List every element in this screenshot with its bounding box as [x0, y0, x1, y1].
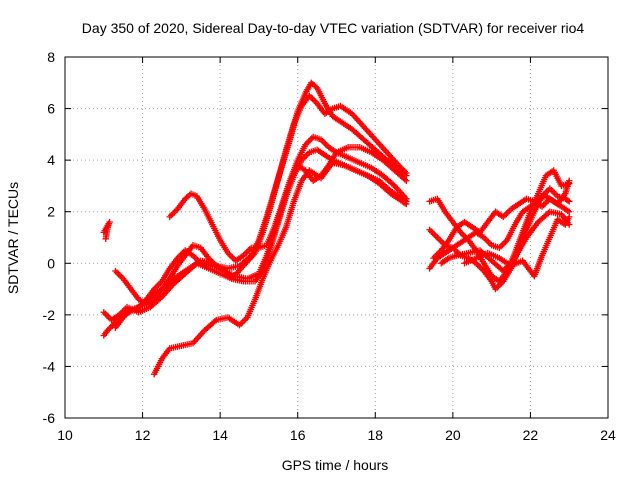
data-point [102, 310, 109, 318]
data-point [548, 186, 555, 194]
x-tick-label: 24 [600, 427, 616, 443]
y-tick-label: 0 [47, 255, 55, 271]
data-point [403, 198, 410, 205]
series-track-l [100, 218, 113, 242]
y-tick-label: 6 [47, 101, 55, 117]
data-point [243, 249, 250, 256]
data-point [495, 282, 502, 290]
x-tick-label: 16 [290, 427, 306, 443]
data-point [476, 263, 483, 270]
data-point [403, 177, 410, 184]
data-point [322, 140, 329, 148]
data-point [429, 229, 436, 237]
data-point [303, 152, 310, 159]
data-point [168, 212, 175, 219]
data-point [211, 318, 219, 325]
y-tick-label: 8 [47, 49, 55, 65]
data-point [540, 201, 547, 209]
data-point [115, 270, 122, 278]
data-point [426, 226, 433, 233]
plot-frame [64, 56, 609, 419]
x-tick-label: 18 [367, 427, 383, 443]
data-point [116, 272, 124, 279]
data-point [100, 229, 107, 236]
data-point [103, 312, 111, 319]
data-point [566, 213, 573, 221]
series-track-e [166, 144, 410, 264]
x-tick-label: 14 [212, 427, 228, 443]
data-point [427, 228, 435, 235]
data-point [432, 232, 439, 240]
data-point [497, 243, 505, 250]
data-point [403, 169, 410, 177]
data-point [312, 83, 319, 90]
x-tick-label: 20 [445, 427, 461, 443]
data-point [113, 269, 121, 276]
data-point [504, 209, 512, 216]
series-track-d [112, 92, 410, 331]
y-axis-label: SDTVAR / TECUs [5, 182, 21, 294]
chart-title: Day 350 of 2020, Sidereal Day-to-day VTE… [82, 20, 585, 36]
data-point [437, 237, 444, 244]
data-point [320, 139, 328, 146]
x-tick-label: 22 [523, 427, 539, 443]
data-point [237, 320, 245, 327]
data-point [227, 252, 235, 260]
data-point [401, 176, 409, 183]
series-track-f [151, 159, 410, 378]
data-point [546, 185, 554, 192]
data-point [431, 231, 438, 238]
data-point [485, 238, 492, 246]
data-point [566, 177, 573, 184]
data-point [390, 181, 397, 188]
y-tick-label: 2 [47, 204, 55, 220]
data-point [566, 198, 573, 205]
x-tick-label: 10 [57, 427, 73, 443]
data-point [166, 213, 173, 221]
data-point [309, 95, 316, 102]
data-point [549, 188, 557, 195]
data-point [112, 267, 119, 275]
data-point [551, 189, 558, 197]
data-point [305, 138, 312, 145]
x-axis-label: GPS time / hours [282, 457, 389, 473]
y-tick-label: -6 [43, 410, 56, 426]
x-tick-label: 12 [135, 427, 151, 443]
data-point [564, 197, 572, 204]
data-point [566, 221, 573, 228]
data-points [100, 79, 573, 378]
data-point [434, 234, 441, 241]
data-point [500, 239, 508, 247]
series-track-b [100, 146, 410, 324]
data-point [483, 237, 491, 244]
data-point [171, 209, 178, 216]
data-point [435, 235, 443, 243]
data-point [169, 210, 177, 217]
data-point [501, 212, 509, 219]
y-tick-label: -2 [43, 307, 56, 323]
data-point [240, 317, 248, 324]
y-tick-label: 4 [47, 152, 55, 168]
series-track-j [430, 177, 573, 262]
series-track-m [438, 208, 573, 275]
data-point [310, 97, 318, 104]
data-point [401, 197, 409, 204]
y-tick-label: -4 [43, 358, 56, 374]
